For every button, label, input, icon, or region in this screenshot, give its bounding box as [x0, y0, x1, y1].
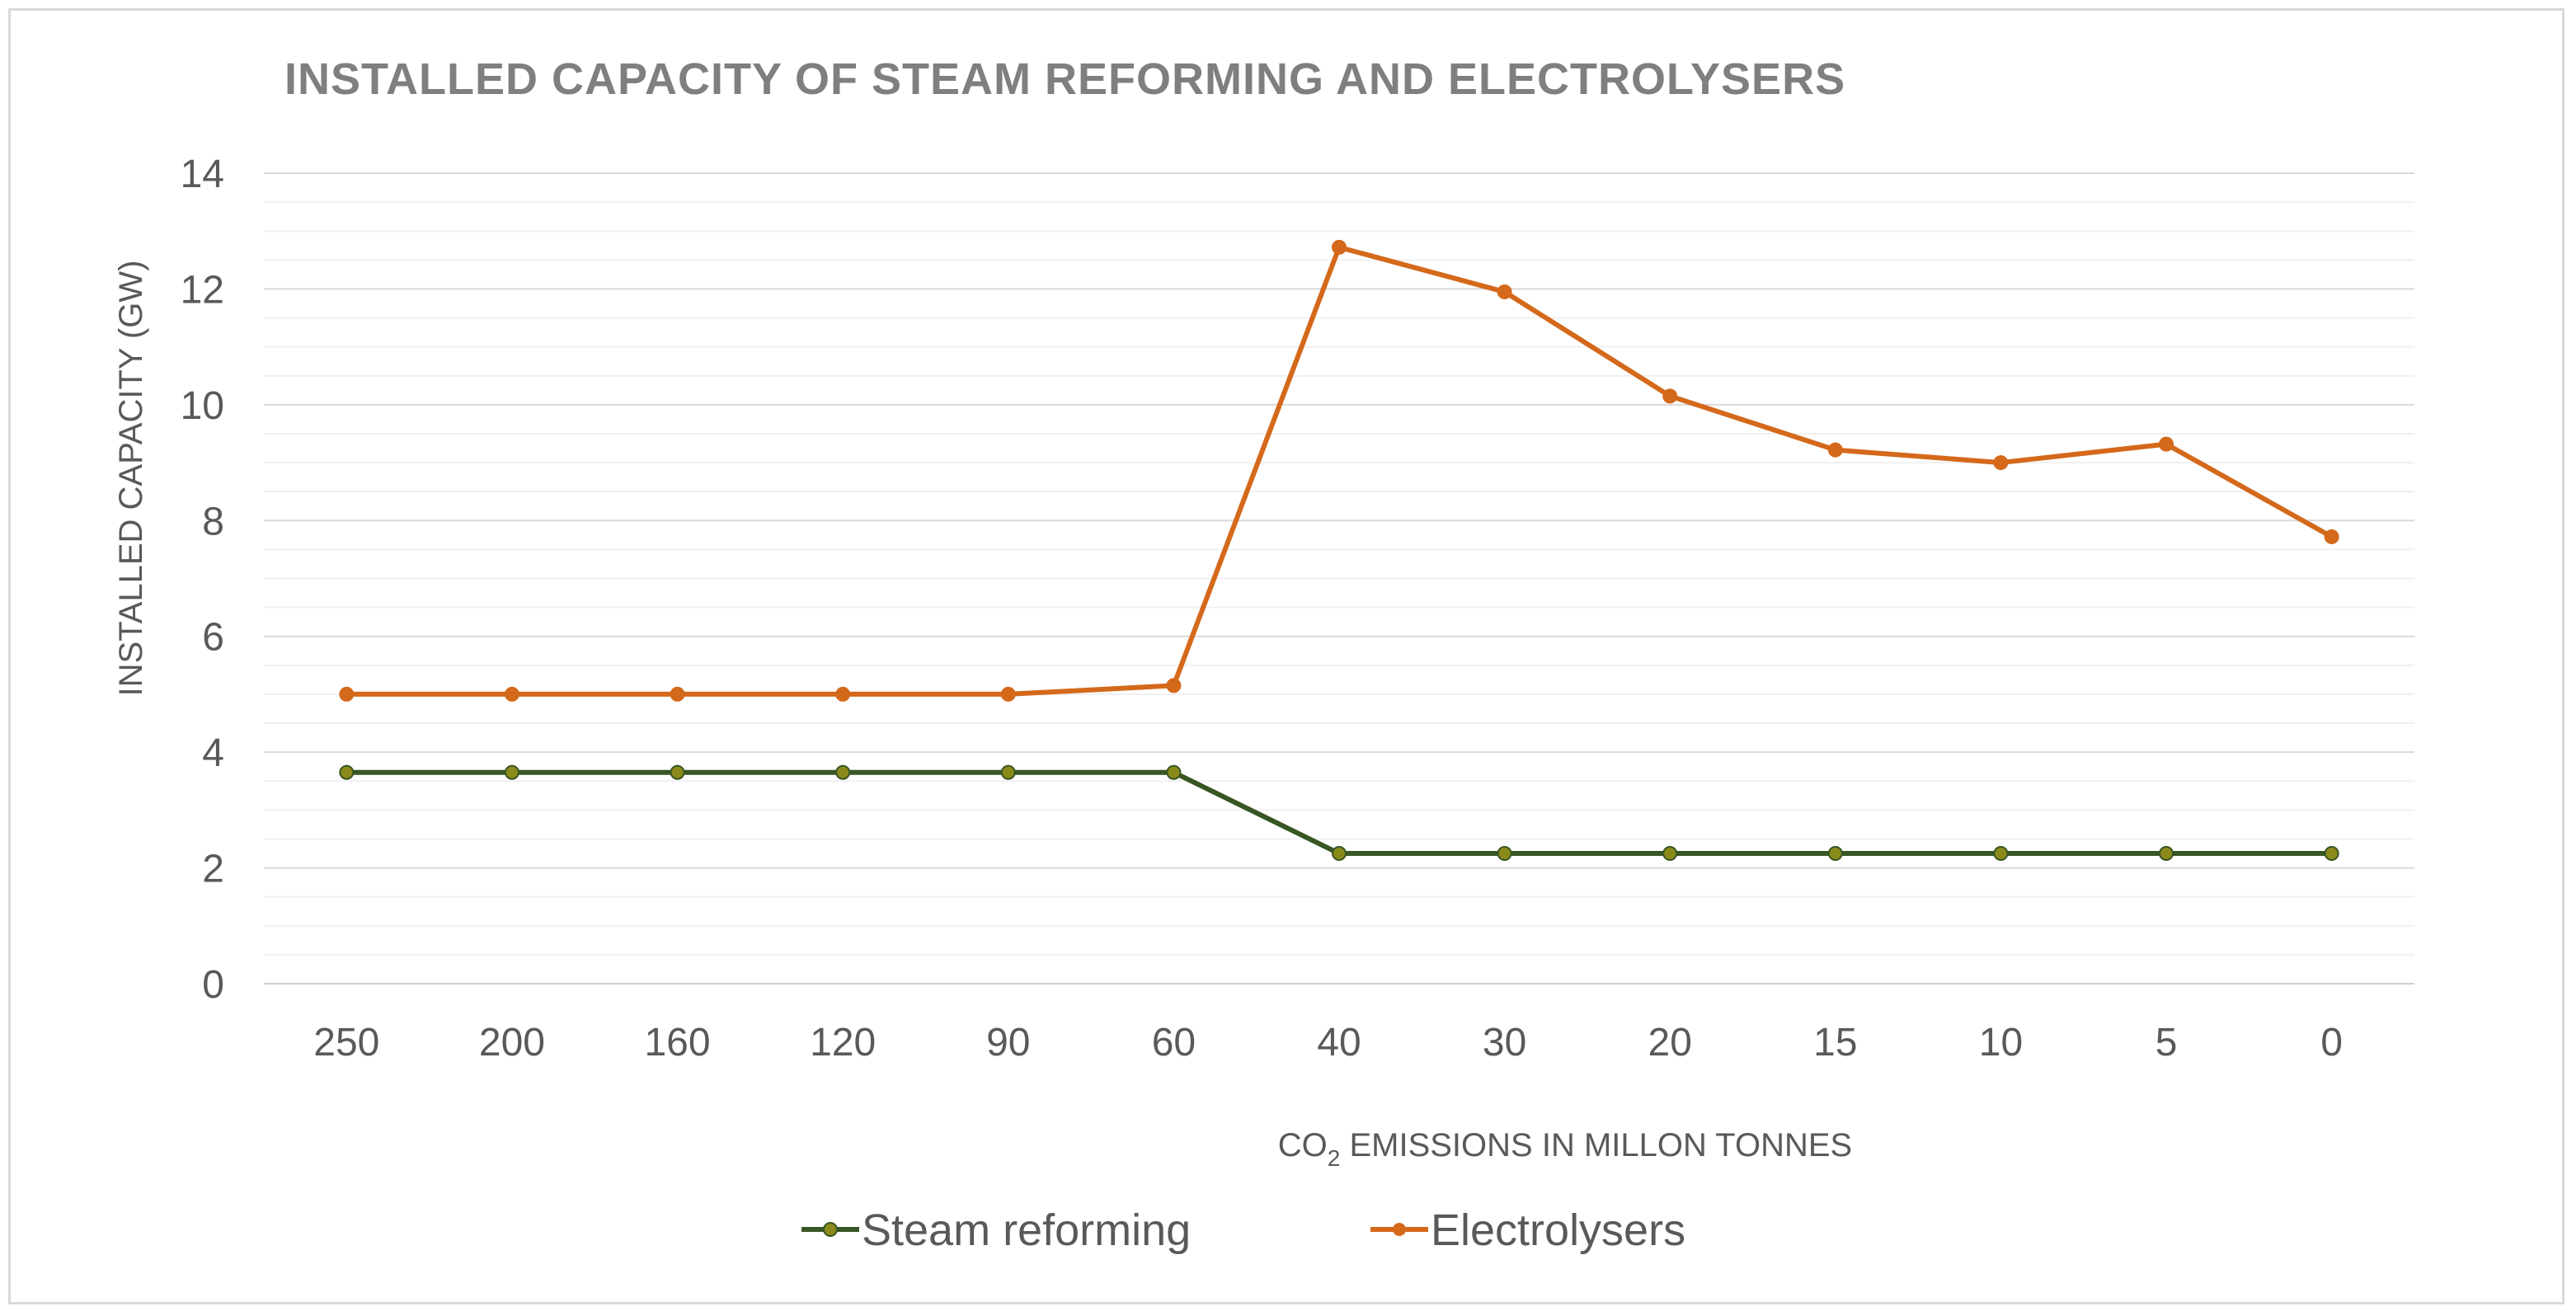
y-axis-ticks: 0 2 4 6 8 10 12 14	[181, 153, 224, 1007]
data-point-steam-reforming	[1497, 846, 1512, 862]
y-tick-label: 4	[202, 731, 224, 775]
y-tick-label: 12	[181, 268, 224, 312]
data-point-electrolysers	[2324, 529, 2339, 544]
y-tick-label: 8	[202, 500, 224, 543]
x-axis-label: CO2 EMISSIONS IN MILLON TONNES	[1278, 1127, 1852, 1171]
x-tick-label: 30	[1483, 1021, 1526, 1065]
data-point-electrolysers	[2159, 436, 2174, 452]
series-line-steam-reforming	[344, 769, 2334, 857]
x-tick-label: 15	[1813, 1021, 1857, 1065]
chart-title: INSTALLED CAPACITY OF STEAM REFORMING AN…	[284, 54, 1845, 104]
legend-swatch-marker-steam	[823, 1222, 838, 1237]
data-point-steam-reforming	[339, 764, 355, 780]
data-point-electrolysers	[835, 686, 851, 702]
x-tick-label: 90	[986, 1021, 1030, 1065]
data-point-electrolysers	[1000, 686, 1016, 702]
data-point-steam-reforming	[670, 764, 685, 780]
x-tick-label: 10	[1979, 1021, 2023, 1065]
major-gridlines	[264, 172, 2414, 985]
series-electrolysers	[339, 239, 2339, 702]
data-point-electrolysers	[1993, 455, 2009, 471]
y-tick-label: 14	[181, 153, 224, 196]
data-point-steam-reforming	[1993, 846, 2009, 862]
x-tick-label: 60	[1152, 1021, 1196, 1065]
data-point-electrolysers	[1662, 388, 1678, 404]
legend-item-electrolysers[interactable]: Electrolysers	[1370, 1206, 1685, 1255]
legend-item-steam-reforming[interactable]: Steam reforming	[801, 1206, 1191, 1255]
data-point-electrolysers	[1827, 442, 1843, 458]
y-tick-label: 6	[202, 616, 224, 660]
x-tick-label: 20	[1648, 1021, 1692, 1065]
data-point-electrolysers	[1332, 239, 1347, 255]
legend-label-steam-reforming: Steam reforming	[862, 1206, 1191, 1255]
data-point-electrolysers	[339, 686, 355, 702]
x-tick-label: 5	[2155, 1021, 2178, 1065]
x-tick-label: 120	[810, 1021, 876, 1065]
series-steam-reforming	[339, 764, 2339, 862]
x-tick-label: 200	[479, 1021, 545, 1065]
data-point-steam-reforming	[835, 764, 851, 780]
data-point-electrolysers	[670, 686, 685, 702]
legend: Steam reforming Electrolysers	[801, 1206, 1685, 1255]
x-tick-label: 250	[313, 1021, 379, 1065]
series-layer	[339, 239, 2339, 862]
x-axis-label-prefix: CO	[1278, 1127, 1328, 1163]
data-point-electrolysers	[1497, 284, 1512, 299]
data-point-steam-reforming	[1827, 846, 1843, 862]
chart-frame	[8, 8, 2564, 1304]
data-point-steam-reforming	[1000, 764, 1016, 780]
legend-label-electrolysers: Electrolysers	[1431, 1206, 1685, 1255]
legend-swatch-marker-electrolysers	[1393, 1223, 1406, 1236]
x-tick-label: 160	[644, 1021, 710, 1065]
y-tick-label: 2	[202, 848, 224, 891]
x-tick-label: 0	[2320, 1021, 2343, 1065]
data-point-steam-reforming	[1166, 764, 1182, 780]
data-point-steam-reforming	[2324, 846, 2339, 862]
series-line-electrolysers	[344, 244, 2334, 697]
x-axis-label-subscript: 2	[1328, 1145, 1341, 1171]
minor-gridlines	[264, 201, 2414, 956]
data-point-steam-reforming	[504, 764, 519, 780]
data-point-electrolysers	[504, 686, 519, 702]
data-point-steam-reforming	[2159, 846, 2174, 862]
x-axis-label-suffix: EMISSIONS IN MILLON TONNES	[1340, 1127, 1852, 1163]
y-tick-label: 10	[181, 384, 224, 428]
data-point-steam-reforming	[1662, 846, 1678, 862]
x-tick-label: 40	[1317, 1021, 1361, 1065]
data-point-electrolysers	[1166, 678, 1182, 693]
y-tick-label: 0	[202, 963, 224, 1007]
data-point-steam-reforming	[1332, 846, 1347, 862]
x-axis-ticks: 250 200 160 120 90 60 40 30 20 15 10 5 0	[313, 1021, 2343, 1065]
y-axis-label: INSTALLED CAPACITY (GW)	[113, 261, 149, 697]
